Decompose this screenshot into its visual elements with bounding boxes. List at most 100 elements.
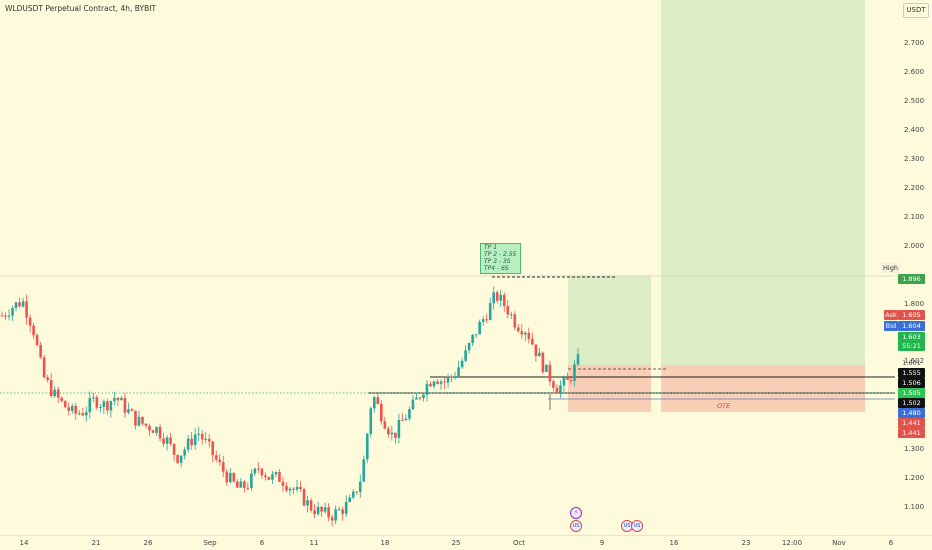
bid-price-label: 1.604 <box>898 321 925 331</box>
candle <box>11 307 14 316</box>
bid-tag: Bid <box>884 321 898 331</box>
chart-title: WLDUSDT Perpetual Contract, 4h, BYBIT <box>5 4 157 13</box>
tp-line-4: TP4 - 6S <box>484 265 509 272</box>
price-tick: 2.000 <box>904 241 925 250</box>
candle <box>502 294 506 307</box>
candle <box>186 438 190 450</box>
candle <box>383 421 387 429</box>
candle <box>365 433 369 460</box>
candle <box>538 352 541 357</box>
last-price-label: 1.603 <box>898 332 925 342</box>
candle <box>123 397 127 413</box>
time-tick: 25 <box>451 539 461 547</box>
price-tick: 2.100 <box>904 212 925 221</box>
candle <box>77 413 81 415</box>
candle <box>32 325 35 336</box>
candle <box>39 344 42 358</box>
price-label-1506: 1.506 <box>898 378 925 388</box>
candle <box>165 437 169 444</box>
candle <box>394 432 397 438</box>
candle <box>179 455 183 463</box>
candle <box>306 500 309 506</box>
candle <box>358 481 362 493</box>
candle <box>267 476 271 480</box>
price-label-1502: 1.502 <box>898 398 925 408</box>
candle <box>309 500 313 511</box>
price-tick: 1.300 <box>904 444 925 453</box>
candle <box>14 302 18 308</box>
time-tick: 6 <box>888 539 894 547</box>
candle <box>344 502 348 514</box>
candle <box>53 389 56 397</box>
candle <box>408 409 411 419</box>
candle <box>457 367 460 377</box>
candle <box>4 315 7 317</box>
ask-price-label: 1.605 <box>898 310 925 320</box>
lightning-icon[interactable]: ⚡ <box>570 507 582 519</box>
candle <box>197 433 200 435</box>
price-label-1441b: 1.441 <box>898 428 925 438</box>
candle <box>464 350 467 361</box>
candle <box>541 352 545 373</box>
countdown-label: 55:21 <box>898 341 925 351</box>
tp-line-2: TP 2 - 2.55 <box>484 251 517 258</box>
candle <box>257 468 260 470</box>
price-tick: 2.300 <box>904 154 925 163</box>
candle <box>569 379 573 381</box>
candle <box>271 474 274 480</box>
candle <box>218 459 222 463</box>
candle <box>183 449 186 456</box>
price-tick: 1.800 <box>904 299 925 308</box>
candle <box>25 301 28 318</box>
currency-button[interactable]: USDT <box>903 3 929 18</box>
candle <box>70 405 74 411</box>
price-tick: 1.602 <box>904 357 925 366</box>
candle <box>176 454 179 463</box>
candle <box>446 376 450 383</box>
candle <box>397 419 401 438</box>
candle <box>35 335 39 345</box>
candle <box>316 506 320 515</box>
us-flag-icon[interactable]: US <box>631 520 643 532</box>
candle <box>362 459 366 482</box>
candle <box>204 438 208 440</box>
candle <box>302 489 306 506</box>
tp-annotation[interactable]: TP 1 TP 2 - 2.55 TP 3 - 3S TP4 - 6S <box>480 243 521 274</box>
price-label-1505: 1.505 <box>898 388 925 398</box>
candle <box>348 497 352 503</box>
candle <box>134 410 137 426</box>
price-label-1555: 1.555 <box>898 368 925 378</box>
candle <box>548 364 552 382</box>
time-tick: Sep <box>203 539 217 547</box>
candle <box>562 377 566 386</box>
time-tick: 9 <box>599 539 605 547</box>
candle <box>439 381 443 384</box>
candle <box>260 468 264 476</box>
time-tick: 21 <box>91 539 101 547</box>
price-axis[interactable] <box>895 0 932 535</box>
candle <box>127 409 130 413</box>
candle <box>18 302 21 307</box>
candle <box>239 481 243 488</box>
time-tick: Nov <box>832 539 846 547</box>
candle <box>7 315 11 317</box>
candle <box>380 403 383 422</box>
time-tick: 6 <box>259 539 265 547</box>
time-axis[interactable] <box>0 535 932 550</box>
candle <box>264 475 267 477</box>
candle <box>545 364 548 373</box>
candlestick-series <box>0 286 580 527</box>
candle <box>492 292 496 304</box>
candle <box>274 472 278 475</box>
candle <box>172 443 176 455</box>
candle <box>81 413 85 416</box>
time-tick: 23 <box>741 539 751 547</box>
price-tick: 2.600 <box>904 67 925 76</box>
candle <box>313 510 316 515</box>
price-tick: 2.500 <box>904 96 925 105</box>
tp-line-3: TP 3 - 3S <box>484 258 511 265</box>
high-label: High <box>881 263 900 273</box>
us-flag-icon[interactable]: US <box>570 520 582 532</box>
